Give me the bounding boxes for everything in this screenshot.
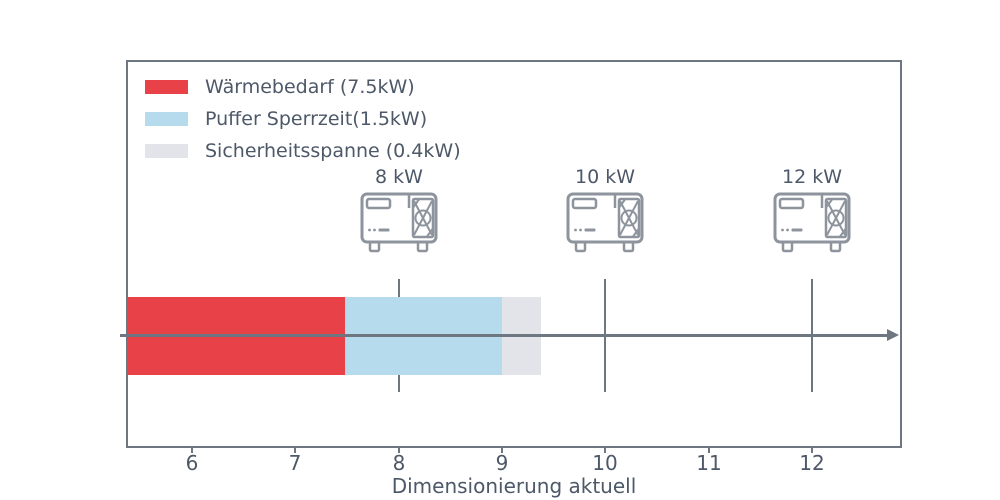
arrow-head-icon — [887, 329, 899, 341]
heat-pump-icon — [773, 192, 851, 254]
marker-label-10kw: 10 kW — [574, 166, 635, 188]
tick-label-12: 12 — [799, 451, 825, 475]
plot-area-border — [126, 60, 902, 448]
tick-mark-7 — [294, 448, 296, 453]
legend-item-sicherheitsspanne: Sicherheitsspanne (0.4kW) — [145, 140, 461, 162]
legend-item-waermebedarf: Wärmebedarf (7.5kW) — [145, 76, 461, 98]
legend-swatch-blue — [145, 112, 188, 126]
tick-label-8: 8 — [392, 451, 406, 475]
x-axis-title: Dimensionierung aktuell — [391, 474, 637, 498]
legend-swatch-gray — [145, 144, 188, 158]
arrow-axis-line — [120, 334, 889, 337]
tick-mark-9 — [501, 448, 503, 453]
legend-label: Sicherheitsspanne (0.4kW) — [205, 140, 461, 162]
tick-label-10: 10 — [592, 451, 618, 475]
tick-mark-8 — [398, 448, 400, 453]
tick-label-9: 9 — [495, 451, 509, 475]
heat-pump-icon — [566, 192, 644, 254]
marker-label-8kw: 8 kW — [375, 166, 423, 188]
legend-swatch-red — [145, 80, 188, 94]
marker-label-12kw: 12 kW — [781, 166, 842, 188]
tick-label-6: 6 — [185, 451, 199, 475]
tick-label-11: 11 — [696, 451, 722, 475]
legend-item-puffer-sperrzeit: Puffer Sperrzeit(1.5kW) — [145, 108, 461, 130]
legend-label: Puffer Sperrzeit(1.5kW) — [205, 108, 428, 130]
tick-mark-6 — [191, 448, 193, 453]
legend-label: Wärmebedarf (7.5kW) — [205, 76, 415, 98]
legend: Wärmebedarf (7.5kW) Puffer Sperrzeit(1.5… — [145, 76, 461, 172]
tick-mark-11 — [708, 448, 710, 453]
tick-mark-12 — [811, 448, 813, 453]
tick-label-7: 7 — [288, 451, 302, 475]
heat-pump-icon — [360, 192, 438, 254]
tick-mark-10 — [604, 448, 606, 453]
